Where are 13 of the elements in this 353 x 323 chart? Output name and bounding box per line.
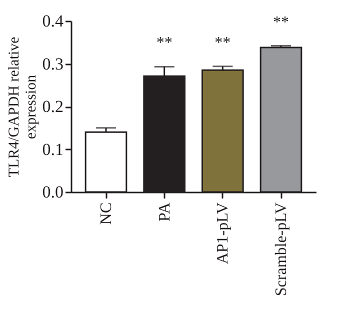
annotation: ** <box>156 34 172 52</box>
x-tick-label: NC <box>98 202 115 225</box>
y-tick-label: 0.0 <box>42 182 64 202</box>
annotation: ** <box>214 34 231 52</box>
x-tick-label: AP1-pLV <box>214 202 232 264</box>
x-tick-label: PA <box>156 202 174 222</box>
y-axis-title: TLR4/GAPDH relative expression <box>6 36 40 178</box>
x-tick-label: Scramble-pLV <box>273 202 290 296</box>
y-tick-label: 0.2 <box>42 97 64 116</box>
y-tick-label: 0.1 <box>42 140 64 159</box>
y-tick-label: 0.4 <box>42 12 64 30</box>
y-tick-label: 0.3 <box>42 54 64 74</box>
annotation: ** <box>273 14 289 31</box>
